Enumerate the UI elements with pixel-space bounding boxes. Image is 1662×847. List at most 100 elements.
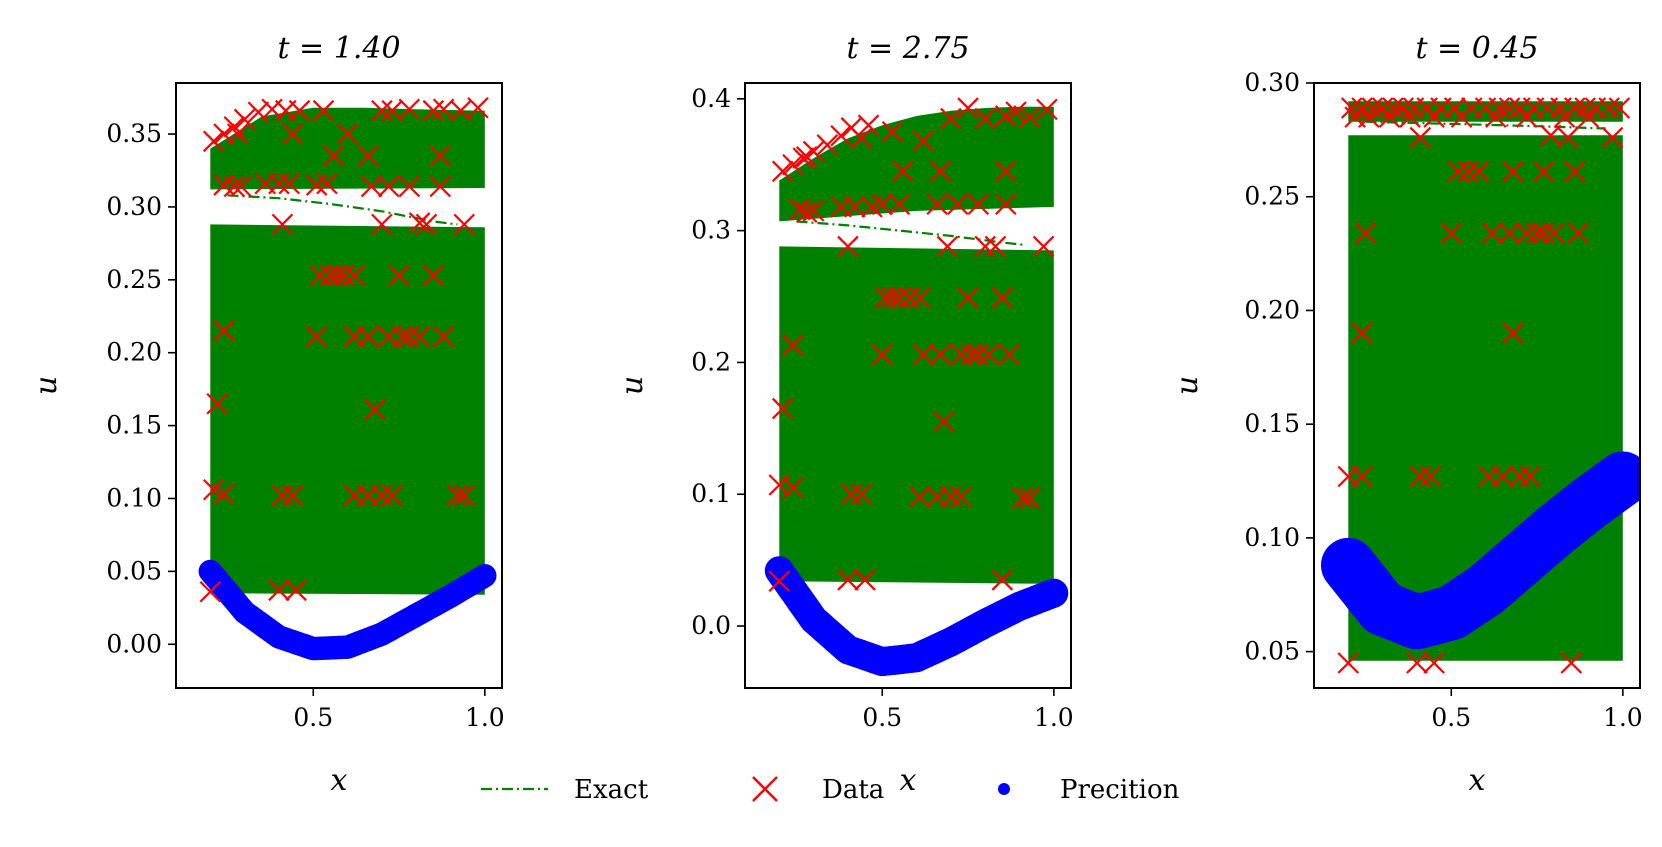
y-tick-label: 0.35 bbox=[106, 119, 162, 148]
data-point bbox=[1498, 97, 1521, 119]
data-point bbox=[782, 153, 804, 176]
data-point bbox=[974, 107, 996, 130]
data-point bbox=[360, 175, 383, 198]
chart-title: t = 1.40 bbox=[277, 31, 400, 66]
data-point bbox=[213, 483, 235, 505]
data-point bbox=[213, 174, 235, 196]
data-point bbox=[960, 343, 983, 366]
data-point bbox=[268, 579, 290, 602]
data-point bbox=[1443, 97, 1466, 119]
data-point bbox=[223, 115, 246, 138]
data-point bbox=[881, 287, 904, 309]
data-series bbox=[199, 97, 489, 603]
y-axis-label: u bbox=[615, 376, 650, 395]
prediction-point bbox=[473, 564, 497, 588]
legend-data-swatch bbox=[752, 776, 778, 802]
data-point bbox=[850, 127, 873, 150]
data-point bbox=[909, 486, 931, 508]
data-point bbox=[233, 108, 256, 131]
y-tick-label: 0.2 bbox=[691, 347, 731, 376]
data-point bbox=[850, 483, 873, 506]
data-point bbox=[226, 123, 249, 145]
data-point bbox=[1019, 487, 1041, 509]
y-tick-label: 0.1 bbox=[691, 479, 731, 508]
data-point bbox=[950, 343, 972, 366]
data-point bbox=[1371, 97, 1394, 119]
data-point bbox=[1351, 322, 1373, 344]
data-point bbox=[1553, 106, 1576, 128]
data-point bbox=[1485, 106, 1507, 128]
data-point bbox=[1019, 106, 1041, 129]
data-point bbox=[929, 160, 952, 183]
data-point bbox=[1005, 101, 1027, 123]
data-point bbox=[830, 124, 852, 147]
data-point bbox=[323, 145, 345, 167]
data-point bbox=[1036, 98, 1058, 121]
data-point bbox=[940, 486, 962, 508]
data-point bbox=[995, 193, 1017, 216]
data-point bbox=[957, 287, 979, 309]
data-point bbox=[816, 134, 839, 156]
data-point bbox=[1392, 97, 1414, 119]
data-point bbox=[1567, 222, 1590, 244]
y-tick-label: 0.0 bbox=[691, 611, 731, 640]
data-point bbox=[840, 483, 863, 506]
data-point bbox=[429, 145, 452, 167]
data-point bbox=[929, 343, 952, 366]
data-point bbox=[288, 99, 311, 122]
data-point bbox=[898, 287, 921, 309]
data-point bbox=[909, 287, 931, 309]
exact-line bbox=[1365, 120, 1606, 130]
data-point bbox=[398, 98, 421, 121]
legend-prediction-swatch bbox=[998, 783, 1010, 795]
data-point bbox=[795, 146, 818, 168]
data-point bbox=[926, 193, 948, 216]
data-point bbox=[974, 235, 996, 258]
y-axis-label: u bbox=[1170, 376, 1205, 395]
data-point bbox=[305, 325, 328, 348]
x-tick-label: 0.5 bbox=[1431, 703, 1471, 732]
y-tick-label: 0.15 bbox=[106, 411, 162, 440]
data-point bbox=[1457, 160, 1480, 183]
x-tick-label: 1.0 bbox=[1034, 703, 1074, 732]
x-tick-label: 1.0 bbox=[465, 703, 505, 732]
data-point bbox=[1601, 126, 1624, 149]
plot-area bbox=[198, 97, 497, 661]
y-tick-label: 0.3 bbox=[691, 216, 731, 245]
data-point bbox=[1540, 124, 1562, 147]
data-point bbox=[1467, 160, 1490, 183]
data-point bbox=[467, 97, 489, 119]
exact-band-1 bbox=[210, 107, 485, 190]
data-point bbox=[1447, 160, 1469, 183]
data-point bbox=[957, 97, 979, 119]
data-point bbox=[398, 325, 421, 348]
y-tick-label: 0.30 bbox=[1244, 68, 1300, 97]
data-point bbox=[854, 569, 876, 591]
data-point bbox=[199, 581, 222, 603]
data-point bbox=[1543, 222, 1565, 244]
data-point bbox=[782, 334, 804, 357]
legend-exact-label: Exact bbox=[574, 775, 649, 805]
exact-band-1 bbox=[1348, 101, 1623, 122]
y-tick-label: 0.25 bbox=[106, 265, 162, 294]
y-tick-label: 0.10 bbox=[1244, 523, 1300, 552]
y-tick-label: 0.4 bbox=[691, 84, 731, 113]
data-point bbox=[432, 98, 455, 121]
data-point bbox=[1564, 160, 1586, 183]
data-series bbox=[1337, 97, 1631, 674]
data-point bbox=[453, 213, 476, 236]
data-point bbox=[206, 392, 228, 415]
data-point bbox=[1481, 222, 1504, 244]
data-point bbox=[1502, 322, 1524, 344]
data-point bbox=[940, 107, 962, 130]
data-point bbox=[1509, 465, 1531, 488]
data-point bbox=[1406, 652, 1428, 674]
y-tick-label: 0.10 bbox=[106, 483, 162, 512]
prediction-point bbox=[1595, 451, 1640, 507]
data-point bbox=[1533, 222, 1555, 244]
data-point bbox=[230, 175, 252, 198]
exact-band-1 bbox=[779, 106, 1054, 222]
data-point bbox=[871, 193, 894, 216]
chart-title: t = 2.75 bbox=[846, 31, 969, 66]
prediction-series bbox=[198, 559, 497, 661]
